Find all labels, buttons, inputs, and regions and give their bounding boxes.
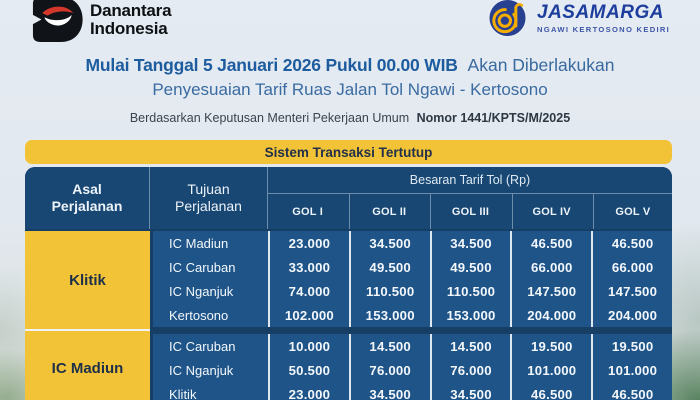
- gol-header: GOL IV: [511, 194, 591, 229]
- headline-line1: Mulai Tanggal 5 Januari 2026 Pukul 00.00…: [0, 55, 700, 76]
- tariff-value-cell: 46.500: [593, 231, 672, 255]
- tariff-value-cell: 66.000: [593, 255, 672, 279]
- header-tariff-group: Besaran Tarif Tol (Rp) GOL I GOL II GOL II…: [268, 167, 672, 229]
- destination-cell: IC Caruban: [153, 334, 268, 358]
- jasamarga-logo-name: JASAMARGA: [537, 1, 664, 23]
- destination-cell: IC Caruban: [153, 255, 268, 279]
- tariff-value-cell: 102.000: [270, 303, 349, 327]
- gol-header: GOL I: [292, 205, 323, 218]
- system-banner: Sistem Transaksi Tertutup: [25, 140, 672, 164]
- table-header: Asal Perjalanan Tujuan Perjalanan Besara…: [25, 167, 672, 229]
- tariff-value-cell: 147.500: [593, 279, 672, 303]
- tariff-table: Asal Perjalanan Tujuan Perjalanan Besara…: [25, 167, 672, 400]
- tariff-value-cell: 110.500: [431, 279, 511, 303]
- tariff-value-cell: 23.000: [270, 382, 349, 400]
- origin-column: Klitik IC Madiun: [25, 231, 150, 400]
- tariff-value-cell: 76.000: [350, 358, 430, 382]
- tariff-value-cell: 101.000: [512, 358, 592, 382]
- tariff-value-cell: 19.500: [593, 334, 672, 358]
- header-tujuan-perjalanan: Tujuan Perjalanan: [150, 167, 268, 229]
- origin-cell: Klitik: [25, 231, 150, 331]
- danantara-logo-icon: [32, 0, 83, 42]
- tariff-value-cell: 110.500: [350, 279, 430, 303]
- tariff-value-cell: 33.000: [270, 255, 349, 279]
- tariff-value-cell: 153.000: [350, 303, 430, 327]
- jasamarga-logo-subtitle: NGAWI KERTOSONO KEDIRI: [537, 24, 671, 34]
- tariff-value-cell: 10.000: [270, 334, 349, 358]
- jasamarga-logo-icon: [488, 0, 527, 38]
- header-tariff-group-title: Besaran Tarif Tol (Rp): [268, 167, 672, 194]
- tariff-value-cell: 147.500: [512, 279, 592, 303]
- origin-cell: IC Madiun: [25, 331, 150, 400]
- gol-header: GOL III: [430, 194, 509, 229]
- tariff-value-cell: 204.000: [512, 303, 592, 327]
- tariff-value-cell: 23.000: [270, 231, 349, 255]
- tariff-section: IC Caruban 10.000 14.500 14.500 19.500 19.500…: [153, 334, 672, 400]
- tariff-value-cell: 50.500: [270, 358, 349, 382]
- legal-basis: Berdasarkan Keputusan Menteri Pekerjaan …: [0, 111, 700, 125]
- tariff-value-cell: 46.500: [512, 231, 592, 255]
- destination-cell: Kertosono: [153, 303, 268, 327]
- headline-line1-regular: Akan Diberlakukan: [467, 55, 615, 75]
- tariff-value-cell: 76.000: [431, 358, 511, 382]
- jasamarga-logo: JASAMARGA NGAWI KERTOSONO KEDIRI: [484, 0, 670, 38]
- gol-header: GOL II: [349, 194, 428, 229]
- table-body-sections: IC Madiun 23.000 34.500 34.500 46.500 46.500 I…: [153, 231, 672, 400]
- gol-header: GOL V: [592, 194, 672, 229]
- tariff-value-cell: 14.500: [350, 334, 430, 358]
- danantara-logo-text: Danantara Indonesia: [90, 0, 172, 38]
- destination-cell: Klitik: [153, 382, 268, 400]
- tariff-section: IC Madiun 23.000 34.500 34.500 46.500 46.500 I…: [153, 231, 672, 327]
- headline-line2: Penyesuaian Tarif Ruas Jalan Tol Ngawi -…: [152, 80, 548, 99]
- header-asal-perjalanan: Asal Perjalanan: [25, 167, 150, 229]
- tariff-value-cell: 46.500: [593, 382, 672, 400]
- system-banner-title: Sistem Transaksi Tertutup: [264, 144, 433, 160]
- tariff-value-cell: 74.000: [270, 279, 349, 303]
- headline-date-bold: Mulai Tanggal 5 Januari 2026 Pukul 00.00…: [85, 55, 458, 75]
- destination-cell: IC Nganjuk: [153, 279, 268, 303]
- headline: Mulai Tanggal 5 Januari 2026 Pukul 00.00…: [0, 55, 700, 100]
- tariff-value-cell: 101.000: [593, 358, 672, 382]
- tariff-value-cell: 46.500: [512, 382, 592, 400]
- tariff-value-cell: 49.500: [350, 255, 430, 279]
- tariff-value-cell: 19.500: [512, 334, 592, 358]
- danantara-logo: Danantara Indonesia: [31, 0, 172, 42]
- destination-cell: IC Nganjuk: [153, 358, 268, 382]
- tariff-value-cell: 204.000: [593, 303, 672, 327]
- gol-headers: GOL I GOL II GOL III GOL IV GOL V: [268, 194, 672, 229]
- legal-basis-number: Nomor 1441/KPTS/M/2025: [416, 111, 571, 125]
- danantara-logo-line2: Indonesia: [90, 18, 168, 38]
- destination-cell: IC Madiun: [153, 231, 268, 255]
- tariff-value-cell: 66.000: [512, 255, 592, 279]
- tariff-value-cell: 14.500: [431, 334, 511, 358]
- danantara-logo-line1: Danantara: [90, 0, 172, 20]
- legal-basis-text: Berdasarkan Keputusan Menteri Pekerjaan …: [129, 111, 410, 125]
- jasamarga-logo-text: JASAMARGA NGAWI KERTOSONO KEDIRI: [537, 3, 670, 34]
- tariff-value-cell: 34.500: [431, 231, 511, 255]
- tariff-value-cell: 34.500: [350, 382, 430, 400]
- tariff-value-cell: 34.500: [350, 231, 430, 255]
- table-body: Klitik IC Madiun IC Madiun 23.000 34.500 34.…: [25, 229, 672, 400]
- tariff-value-cell: 34.500: [431, 382, 511, 400]
- tariff-value-cell: 153.000: [431, 303, 511, 327]
- tariff-value-cell: 49.500: [431, 255, 511, 279]
